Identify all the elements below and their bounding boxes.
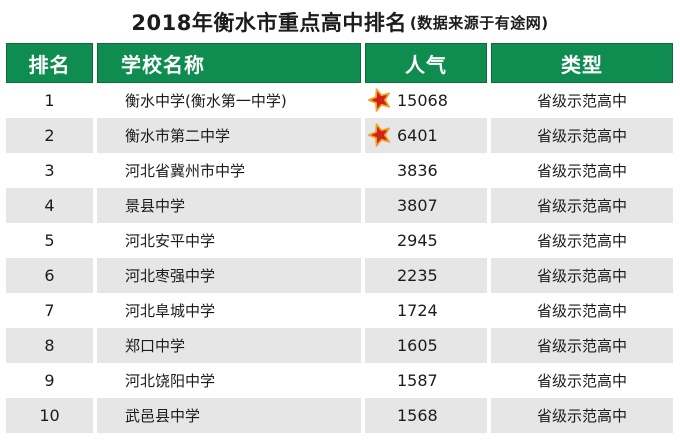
ranking-table: 排名 学校名称 人气 类型 1 衡水中学(衡水第一中学) 15068 省级示范高… [6,43,673,433]
table-row: 3 河北省冀州市中学 3836 省级示范高中 [6,153,673,188]
rank-cell: 5 [6,223,93,258]
table-row: 8 郑口中学 1605 省级示范高中 [6,328,673,363]
school-name-cell: 河北饶阳中学 [97,363,361,398]
table-row: 4 景县中学 3807 省级示范高中 [6,188,673,223]
popularity-value: 3836 [397,161,438,180]
rank-cell: 4 [6,188,93,223]
school-type-cell: 省级示范高中 [491,293,673,328]
popularity-cell: 1724 [365,293,487,328]
rank-cell: 2 [6,118,93,153]
header-popularity: 人气 [365,43,487,83]
rank-cell: 1 [6,83,93,118]
school-name-cell: 河北安平中学 [97,223,361,258]
popularity-value: 15068 [397,91,448,110]
popularity-value: 1587 [397,371,438,390]
table-body: 1 衡水中学(衡水第一中学) 15068 省级示范高中 2 衡水市第二中学 64… [6,83,673,433]
table-row: 5 河北安平中学 2945 省级示范高中 [6,223,673,258]
popularity-value: 1605 [397,336,438,355]
school-type-cell: 省级示范高中 [491,153,673,188]
popularity-cell: 15068 [365,83,487,118]
popularity-cell: 1605 [365,328,487,363]
rank-cell: 7 [6,293,93,328]
school-name-cell: 河北枣强中学 [97,258,361,293]
popularity-value: 3807 [397,196,438,215]
table-header-row: 排名 学校名称 人气 类型 [6,43,673,83]
popularity-cell: 2235 [365,258,487,293]
rank-cell: 8 [6,328,93,363]
rank-cell: 6 [6,258,93,293]
popularity-value: 1568 [397,406,438,425]
school-type-cell: 省级示范高中 [491,83,673,118]
popularity-value: 6401 [397,126,438,145]
school-type-cell: 省级示范高中 [491,188,673,223]
popularity-cell: 6401 [365,118,487,153]
school-name-cell: 郑口中学 [97,328,361,363]
table-row: 1 衡水中学(衡水第一中学) 15068 省级示范高中 [6,83,673,118]
rank-cell: 10 [6,398,93,433]
school-name-cell: 河北省冀州市中学 [97,153,361,188]
popularity-cell: 1587 [365,363,487,398]
school-type-cell: 省级示范高中 [491,223,673,258]
rank-cell: 3 [6,153,93,188]
popularity-cell: 1568 [365,398,487,433]
star-icon [366,87,393,114]
popularity-cell: 2945 [365,223,487,258]
header-school: 学校名称 [97,43,361,83]
rank-cell: 9 [6,363,93,398]
school-type-cell: 省级示范高中 [491,328,673,363]
school-name-cell: 武邑县中学 [97,398,361,433]
header-rank: 排名 [6,43,93,83]
title-source-note: (数据来源于有途网) [409,14,549,32]
popularity-value: 2235 [397,266,438,285]
table-row: 2 衡水市第二中学 6401 省级示范高中 [6,118,673,153]
table-row: 10 武邑县中学 1568 省级示范高中 [6,398,673,433]
school-type-cell: 省级示范高中 [491,363,673,398]
table-row: 6 河北枣强中学 2235 省级示范高中 [6,258,673,293]
school-name-cell: 河北阜城中学 [97,293,361,328]
school-type-cell: 省级示范高中 [491,398,673,433]
popularity-value: 2945 [397,231,438,250]
table-row: 9 河北饶阳中学 1587 省级示范高中 [6,363,673,398]
school-type-cell: 省级示范高中 [491,118,673,153]
table-row: 7 河北阜城中学 1724 省级示范高中 [6,293,673,328]
school-name-cell: 衡水中学(衡水第一中学) [97,83,361,118]
page-title: 2018年衡水市重点高中排名 (数据来源于有途网) [0,0,680,43]
popularity-value: 1724 [397,301,438,320]
title-text: 2018年衡水市重点高中排名 [131,10,407,35]
star-icon [366,122,393,149]
popularity-cell: 3836 [365,153,487,188]
school-name-cell: 景县中学 [97,188,361,223]
popularity-cell: 3807 [365,188,487,223]
school-type-cell: 省级示范高中 [491,258,673,293]
header-type: 类型 [491,43,673,83]
school-name-cell: 衡水市第二中学 [97,118,361,153]
